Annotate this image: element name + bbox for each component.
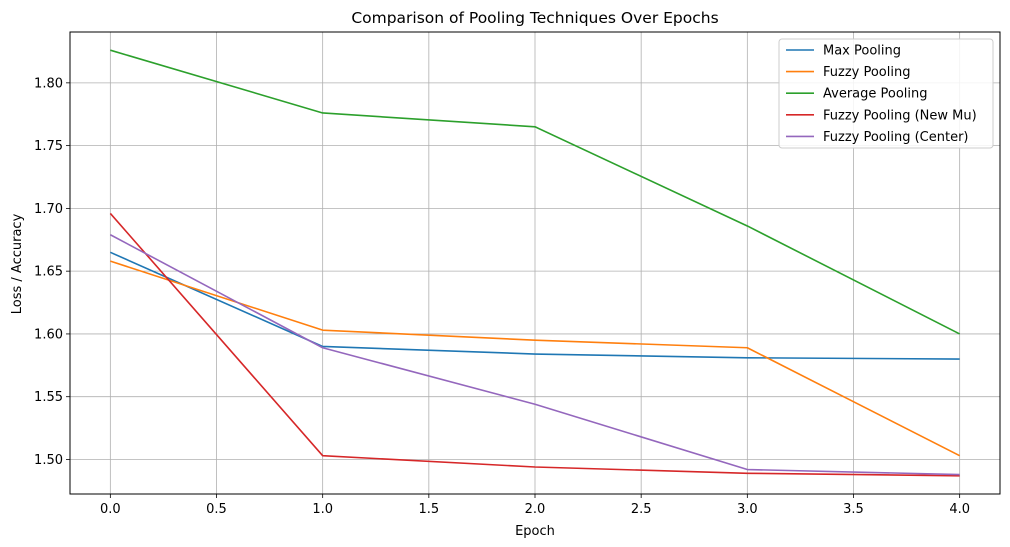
legend-box (778, 38, 994, 149)
x-tick-label: 3.0 (737, 502, 758, 517)
series-line-fuzzy-pooling-new-mu (109, 212, 960, 477)
x-tick-label: 3.5 (843, 502, 864, 517)
y-axis-ticks: 1.50 1.55 1.60 1.65 1.70 1.75 1.80 (34, 76, 70, 468)
y-tick-label: 1.70 (34, 202, 63, 217)
legend-label: Max Pooling (823, 44, 901, 59)
x-tick-label: 0.5 (206, 502, 227, 517)
series-line-fuzzy-pooling (110, 260, 961, 457)
series-line-max-pooling (110, 251, 960, 360)
x-tick-label: 1.0 (312, 502, 333, 517)
x-tick-label: 1.5 (418, 502, 439, 517)
y-axis-label: Loss / Accuracy (10, 213, 25, 314)
y-tick-label: 1.65 (34, 265, 63, 280)
legend-label: Fuzzy Pooling (823, 65, 910, 80)
legend-label: Average Pooling (823, 87, 928, 102)
y-tick-label: 1.80 (34, 76, 63, 91)
y-tick-label: 1.55 (34, 390, 63, 405)
legend-label: Fuzzy Pooling (New Mu) (823, 108, 977, 123)
x-axis-label: Epoch (515, 524, 555, 539)
y-tick-label: 1.75 (34, 139, 63, 154)
y-tick-label: 1.60 (34, 327, 63, 342)
grid-lines (70, 32, 1000, 494)
series-line-fuzzy-pooling-center (109, 234, 960, 476)
x-tick-label: 4.0 (949, 502, 970, 517)
x-tick-label: 2.5 (631, 502, 652, 517)
series-line-average-pooling (110, 49, 961, 335)
series-lines (109, 49, 961, 477)
legend: Max Pooling Fuzzy Pooling Average Pooling F… (778, 38, 994, 149)
x-tick-label: 2.0 (525, 502, 546, 517)
x-tick-label: 0.0 (100, 502, 121, 517)
legend-label: Fuzzy Pooling (Center) (823, 130, 969, 145)
chart-title: Comparison of Pooling Techniques Over Ep… (351, 9, 718, 27)
y-tick-label: 1.50 (34, 453, 63, 468)
x-axis-ticks: 0.0 0.5 1.0 1.5 2.0 2.5 3.0 3.5 4.0 (100, 494, 970, 517)
